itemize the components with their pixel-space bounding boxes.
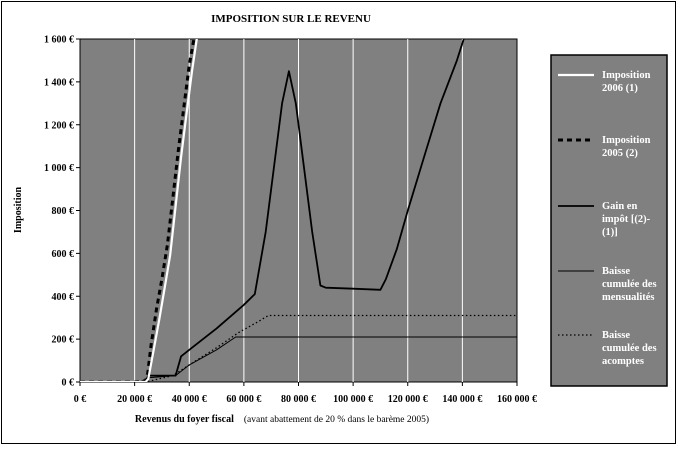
x-tick-label: 100 000 € — [333, 394, 373, 405]
legend-label-line: (1)] — [602, 227, 618, 238]
legend-label-line: Gain en — [602, 201, 637, 212]
legend-label-line: 2006 (1) — [602, 83, 638, 94]
y-axis-label: Imposition — [13, 187, 24, 234]
x-tick-label: 140 000 € — [442, 394, 482, 405]
legend-label-line: acomptes — [602, 356, 644, 367]
legend-label-line: Baisse — [602, 330, 630, 341]
x-tick-label: 60 000 € — [226, 394, 261, 405]
x-axis-label: Revenus du foyer fiscal (avant abattemen… — [135, 409, 429, 426]
x-tick-label: 20 000 € — [117, 394, 152, 405]
y-tick-label: 1 600 € — [44, 35, 74, 46]
chart-frame: IMPOSITION SUR LE REVENU 0 € 200 € 400 € 60… — [1, 1, 676, 444]
series-line-5 — [80, 314, 517, 382]
series-line-3 — [80, 39, 465, 382]
legend-label-1: Imposition 2006 (1) — [602, 70, 651, 94]
y-tick-label: 1 000 € — [44, 163, 74, 174]
y-tick-label: 600 € — [52, 249, 75, 260]
legend-label-4: Baisse cumulée des mensualités — [602, 266, 657, 303]
legend-label-line: 2005 (2) — [602, 148, 638, 159]
x-axis-label-note: (avant abattement de 20 % dans le barème… — [244, 414, 429, 425]
legend-label-5: Baisse cumulée des acomptes — [602, 330, 657, 367]
series-lines — [80, 39, 517, 382]
legend-label-3: Gain en impôt [(2)- (1)] — [602, 201, 651, 238]
income-tax-chart: IMPOSITION SUR LE REVENU 0 € 200 € 400 € 60… — [13, 13, 668, 426]
series-line-1 — [80, 39, 198, 382]
legend-box — [550, 54, 668, 387]
legend-label-2: Imposition 2005 (2) — [602, 135, 651, 159]
y-tick-label: 200 € — [52, 335, 75, 346]
legend-label-line: impôt [(2)- — [602, 214, 651, 225]
legend-label-line: cumulée des — [602, 343, 657, 354]
x-tick-label: 40 000 € — [172, 394, 207, 405]
x-tick-label: 0 € — [74, 394, 87, 405]
x-tick-label: 80 000 € — [281, 394, 316, 405]
legend-label-line: Imposition — [602, 135, 651, 146]
x-tick-label: 120 000 € — [388, 394, 428, 405]
y-tick-label: 1 400 € — [44, 77, 74, 88]
x-axis-label-main: Revenus du foyer fiscal — [135, 414, 234, 425]
legend-label-line: Baisse — [602, 266, 630, 277]
x-tick-label: 160 000 € — [497, 394, 537, 405]
y-tick-label: 800 € — [52, 206, 75, 217]
x-axis-ticks: 0 € 20 000 € 40 000 € 60 000 € 80 000 € 100 0… — [74, 382, 537, 405]
legend: Imposition 2006 (1) Imposition 2005 (2) Gain… — [558, 70, 657, 367]
legend-label-line: cumulée des — [602, 279, 657, 290]
legend-label-line: mensualités — [602, 292, 655, 303]
chart-title: IMPOSITION SUR LE REVENU — [211, 13, 371, 25]
y-axis-ticks: 0 € 200 € 400 € 600 € 800 € 1 000 € 1 200 € 1 4… — [44, 35, 80, 389]
y-tick-label: 1 200 € — [44, 120, 74, 131]
y-tick-label: 0 € — [62, 378, 75, 389]
y-tick-label: 400 € — [52, 292, 75, 303]
legend-label-line: Imposition — [602, 70, 651, 81]
